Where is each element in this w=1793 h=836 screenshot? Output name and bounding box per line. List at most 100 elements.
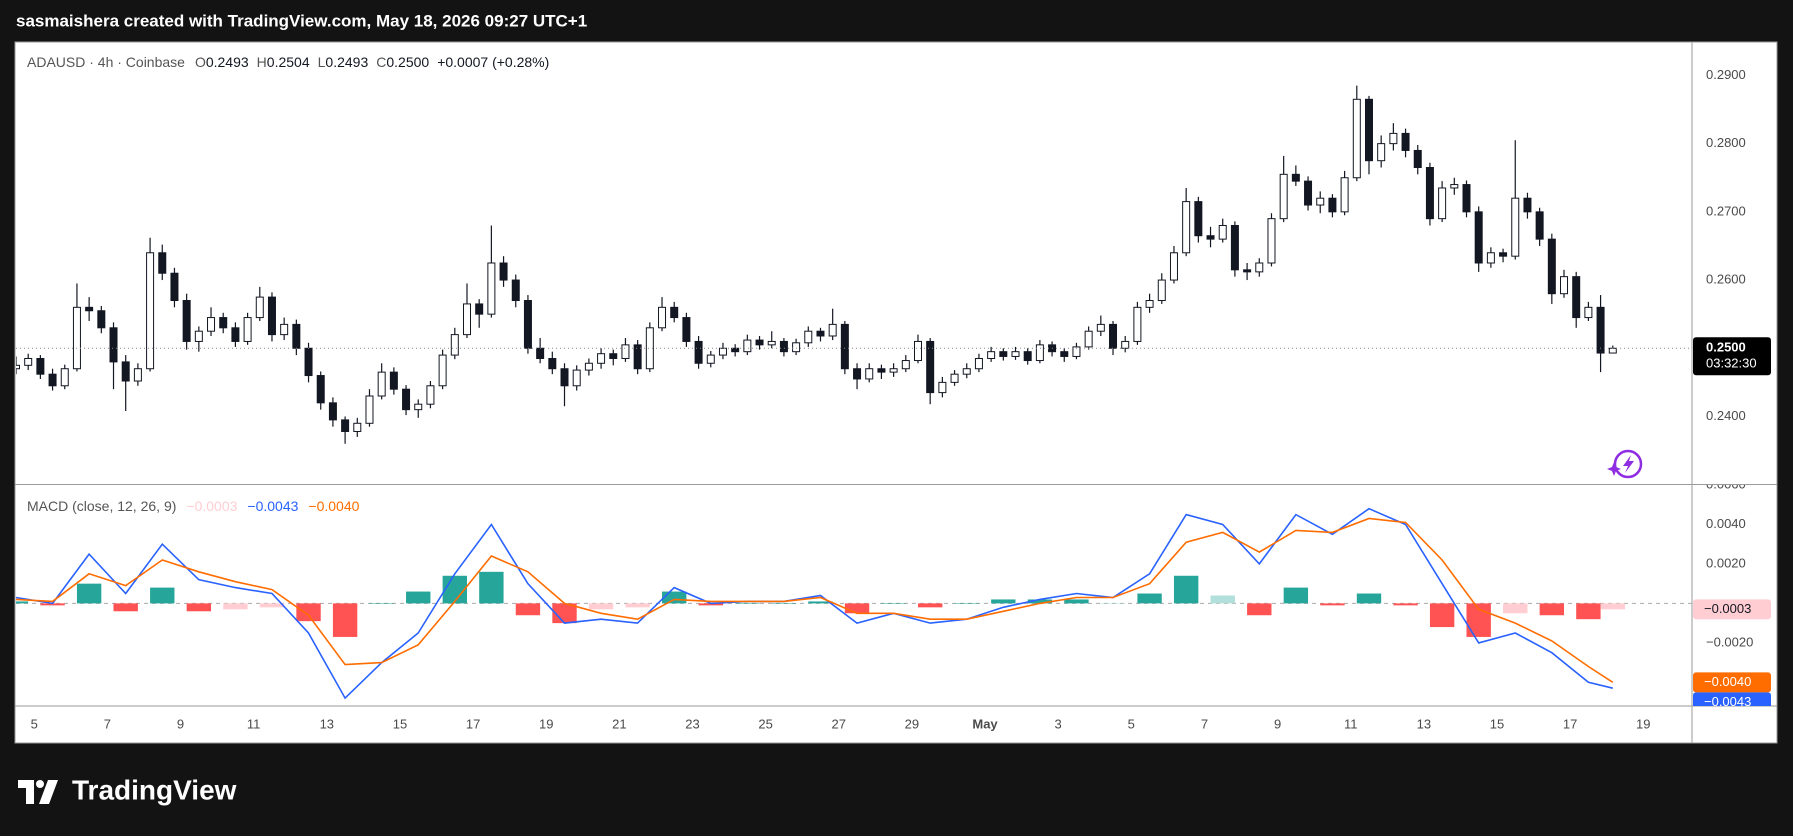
candle-body: [207, 317, 216, 332]
candle-body: [560, 368, 569, 387]
candle-body: [1243, 269, 1252, 273]
candle-body: [219, 317, 228, 329]
macd-histogram-bar: [771, 603, 797, 604]
candle-body: [779, 340, 788, 353]
candle-body: [146, 252, 155, 370]
candle-body: [645, 327, 654, 370]
candle-body: [1035, 344, 1044, 362]
macd-y-tick-label: 0.0040: [1706, 516, 1746, 531]
macd-histogram-bar: [259, 603, 285, 608]
candle-body: [487, 262, 496, 315]
x-tick-label: 13: [320, 716, 334, 731]
candle-body: [1145, 300, 1154, 308]
candle-body: [1462, 184, 1471, 213]
legend-symbol: ADAUSD · 4h · Coinbase: [27, 54, 185, 70]
macd-histogram-bar: [406, 591, 431, 604]
candle-body: [767, 340, 776, 346]
candle-body: [706, 354, 715, 364]
assistant-icon[interactable]: [1607, 449, 1643, 479]
macd-histogram-bar: [515, 603, 541, 616]
last-price-box: [1693, 337, 1771, 376]
candle-body: [158, 252, 167, 274]
candle-body: [1511, 197, 1520, 257]
legend-value: 0.2493: [206, 54, 249, 70]
candle-body: [60, 368, 69, 387]
candle-body: [840, 323, 849, 370]
macd-y-tick-label: −0.0020: [1706, 634, 1753, 649]
axes: 0.2900 0.2800 0.2700 0.2600 0.2400 5 7 9 11 13 15 1…: [31, 67, 1771, 731]
candle-body: [133, 368, 142, 382]
candle-body: [267, 296, 276, 336]
candle-body: [1230, 224, 1239, 271]
candle-body: [1352, 98, 1361, 179]
candle-body: [353, 422, 362, 432]
x-tick-label: 15: [1490, 716, 1504, 731]
candle-body: [901, 360, 910, 370]
macd-histogram-bar: [332, 603, 358, 637]
macd-title: MACD (close, 12, 26, 9): [27, 498, 176, 514]
footer-logo-mark: [18, 780, 58, 804]
candle-body: [1279, 173, 1288, 220]
candle-body: [1377, 143, 1386, 162]
signal-value-box: [1693, 672, 1771, 693]
candle-body: [877, 368, 886, 373]
candle-body: [609, 353, 618, 359]
candle-body: [1011, 351, 1020, 357]
macd-histogram-bar: [1027, 599, 1053, 604]
macd-histogram-bar: [76, 583, 102, 604]
candle-body: [1401, 132, 1410, 151]
candle-body: [1572, 276, 1581, 319]
histogram-value-label: −0.0003: [1704, 601, 1751, 616]
macd-value-box: [1693, 692, 1771, 706]
x-tick-label: 7: [104, 716, 111, 731]
candle-body: [499, 262, 508, 281]
candle-body: [962, 368, 971, 375]
candle-body: [1218, 224, 1227, 240]
macd-value: −0.0043: [247, 498, 298, 514]
legend-value: 0.2504: [267, 54, 310, 70]
candle-body: [731, 347, 740, 353]
legend-value: 0.2493: [325, 54, 368, 70]
candle-body: [1255, 262, 1264, 273]
x-tick-label: 29: [905, 716, 919, 731]
macd-axis: 0.0060 0.0040 0.0020 −0.0020 −0.0003 −0.0040 −…: [1693, 476, 1771, 706]
y-tick-label: 0.2900: [1706, 67, 1746, 82]
signal-value-label: −0.0040: [1704, 674, 1751, 689]
macd-legend: MACD (close, 12, 26, 9) −0.0003 −0.0043 −0.…: [27, 498, 360, 514]
macd-histogram-bar: [698, 603, 723, 606]
x-tick-label: 11: [247, 716, 261, 731]
candle-body: [97, 310, 106, 329]
candle-body: [402, 388, 411, 411]
candle-body: [1499, 252, 1508, 257]
macd-histogram-bar: [662, 591, 687, 604]
candle-body: [913, 340, 922, 362]
candle-body: [621, 344, 630, 359]
candle-body: [658, 306, 667, 329]
y-tick-label: 0.2700: [1706, 203, 1746, 218]
candle-body: [36, 357, 45, 375]
legend-value: 0.2500: [386, 54, 429, 70]
candle-body: [1328, 197, 1337, 213]
candle-body: [584, 362, 593, 371]
macd-histogram-bar: [1064, 599, 1089, 604]
candle-body: [889, 368, 898, 373]
candle-body: [1340, 177, 1349, 213]
candle-body: [48, 373, 57, 387]
candle-body: [804, 330, 813, 344]
candle-body: [292, 323, 301, 349]
candle-body: [450, 334, 459, 356]
macd-histogram-bar: [588, 603, 614, 610]
macd-histogram-bar: [991, 599, 1016, 604]
candle-body: [1584, 306, 1593, 319]
candle-body: [365, 395, 374, 424]
candle-body: [694, 340, 703, 364]
candle-body: [1438, 187, 1447, 220]
macd-histogram-bar: [1356, 593, 1382, 604]
y-tick-label: 0.2600: [1706, 271, 1746, 286]
macd-histogram-bar: [625, 603, 650, 608]
chart-frame: [14, 41, 1778, 744]
candle-body: [670, 306, 679, 319]
macd-y-tick-label: 0.0060: [1706, 476, 1746, 491]
x-tick-label: 7: [1201, 716, 1208, 731]
macd-histogram-bar: [186, 603, 212, 612]
